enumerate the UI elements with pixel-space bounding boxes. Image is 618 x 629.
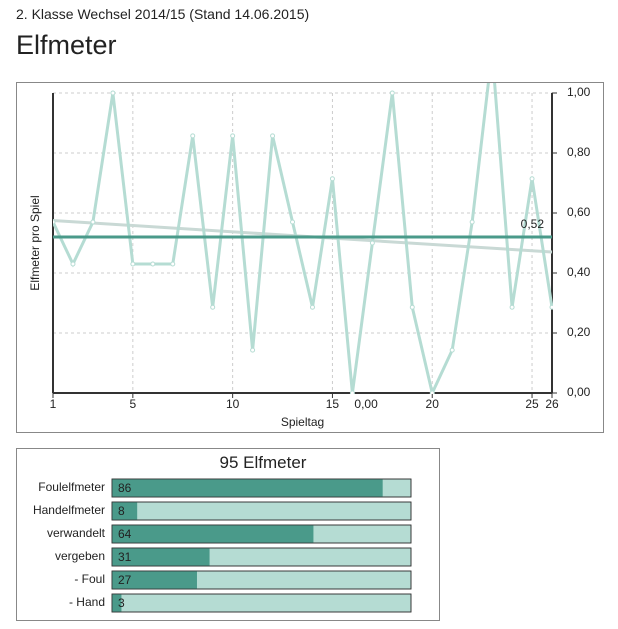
bar-chart-title: 95 Elfmeter bbox=[220, 453, 307, 472]
x-tick-label: 15 bbox=[326, 397, 340, 411]
data-point bbox=[369, 240, 375, 246]
data-point bbox=[449, 347, 455, 353]
bar-value: 64 bbox=[118, 527, 132, 541]
bar bbox=[112, 594, 122, 612]
data-point bbox=[469, 219, 475, 225]
y-tick-label: 0,60 bbox=[567, 205, 591, 219]
data-point bbox=[549, 304, 553, 310]
data-point bbox=[90, 219, 96, 225]
bar-value: 86 bbox=[118, 481, 132, 495]
data-point bbox=[53, 219, 56, 225]
data-point bbox=[529, 176, 535, 182]
value-label: 0,00 bbox=[354, 397, 378, 411]
subtitle: 2. Klasse Wechsel 2014/15 (Stand 14.06.2… bbox=[16, 6, 310, 22]
x-tick-label: 5 bbox=[129, 397, 136, 411]
bar-border bbox=[111, 524, 412, 544]
bar-value: 8 bbox=[118, 504, 125, 518]
bar-chart-frame bbox=[16, 448, 440, 621]
y-tick-label: 0,80 bbox=[567, 145, 591, 159]
data-point bbox=[190, 133, 196, 139]
y-axis-label: Elfmeter pro Spiel bbox=[28, 195, 42, 290]
data-point bbox=[210, 304, 216, 310]
data-point bbox=[429, 390, 435, 394]
plot bbox=[53, 49, 553, 394]
bar-label: - Hand bbox=[69, 595, 105, 609]
bar-border bbox=[111, 570, 412, 590]
data-point bbox=[290, 219, 296, 225]
bar-label: - Foul bbox=[74, 572, 105, 586]
bar-track bbox=[111, 593, 412, 613]
data-point bbox=[130, 261, 136, 267]
bar bbox=[112, 571, 197, 589]
bar-border bbox=[111, 478, 412, 498]
bar-label: verwandelt bbox=[47, 526, 106, 540]
data-point bbox=[389, 90, 395, 96]
bar-track bbox=[111, 501, 412, 521]
bar-border bbox=[111, 593, 412, 613]
x-tick-label: 20 bbox=[426, 397, 440, 411]
data-point bbox=[250, 347, 256, 353]
y-tick-label: 0,00 bbox=[567, 385, 591, 399]
bar-label: Foulelfmeter bbox=[38, 480, 105, 494]
total: 95 bbox=[220, 453, 244, 472]
data-point bbox=[509, 304, 515, 310]
bar bbox=[112, 502, 138, 520]
data-line bbox=[53, 83, 553, 394]
y-tick-label: 0,40 bbox=[567, 265, 591, 279]
line-chart-frame bbox=[16, 82, 604, 433]
data-point bbox=[329, 176, 335, 182]
bar-border bbox=[111, 547, 412, 567]
bar bbox=[112, 548, 210, 566]
x-tick-label: 1 bbox=[50, 397, 57, 411]
x-axis-label: Spieltag bbox=[281, 415, 324, 429]
data-point bbox=[490, 49, 494, 53]
y-tick-label: 0,20 bbox=[567, 325, 591, 339]
bar-value: 27 bbox=[118, 573, 132, 587]
data-point bbox=[409, 304, 415, 310]
data-point bbox=[110, 90, 116, 96]
average-label: 0,52 bbox=[521, 217, 545, 231]
x-tick-label: 10 bbox=[226, 397, 240, 411]
bar-border bbox=[111, 501, 412, 521]
data-point bbox=[70, 261, 76, 267]
data-point bbox=[230, 133, 236, 139]
bar bbox=[112, 479, 383, 497]
bar bbox=[112, 525, 314, 543]
y-tick-label: 1,00 bbox=[567, 85, 591, 99]
data-point bbox=[150, 261, 156, 267]
data-point bbox=[270, 133, 276, 139]
data-point bbox=[309, 304, 315, 310]
x-tick-label: 26 bbox=[545, 397, 559, 411]
title: Elfmeter bbox=[16, 30, 117, 60]
bar-label: Handelfmeter bbox=[33, 503, 105, 517]
data-point bbox=[349, 390, 355, 394]
bar-value: 31 bbox=[118, 550, 132, 564]
bar-label: vergeben bbox=[55, 549, 105, 563]
x-tick-label: 25 bbox=[525, 397, 539, 411]
bar-value: 3 bbox=[118, 596, 125, 610]
data-point bbox=[170, 261, 176, 267]
total-label: Elfmeter bbox=[243, 453, 307, 472]
